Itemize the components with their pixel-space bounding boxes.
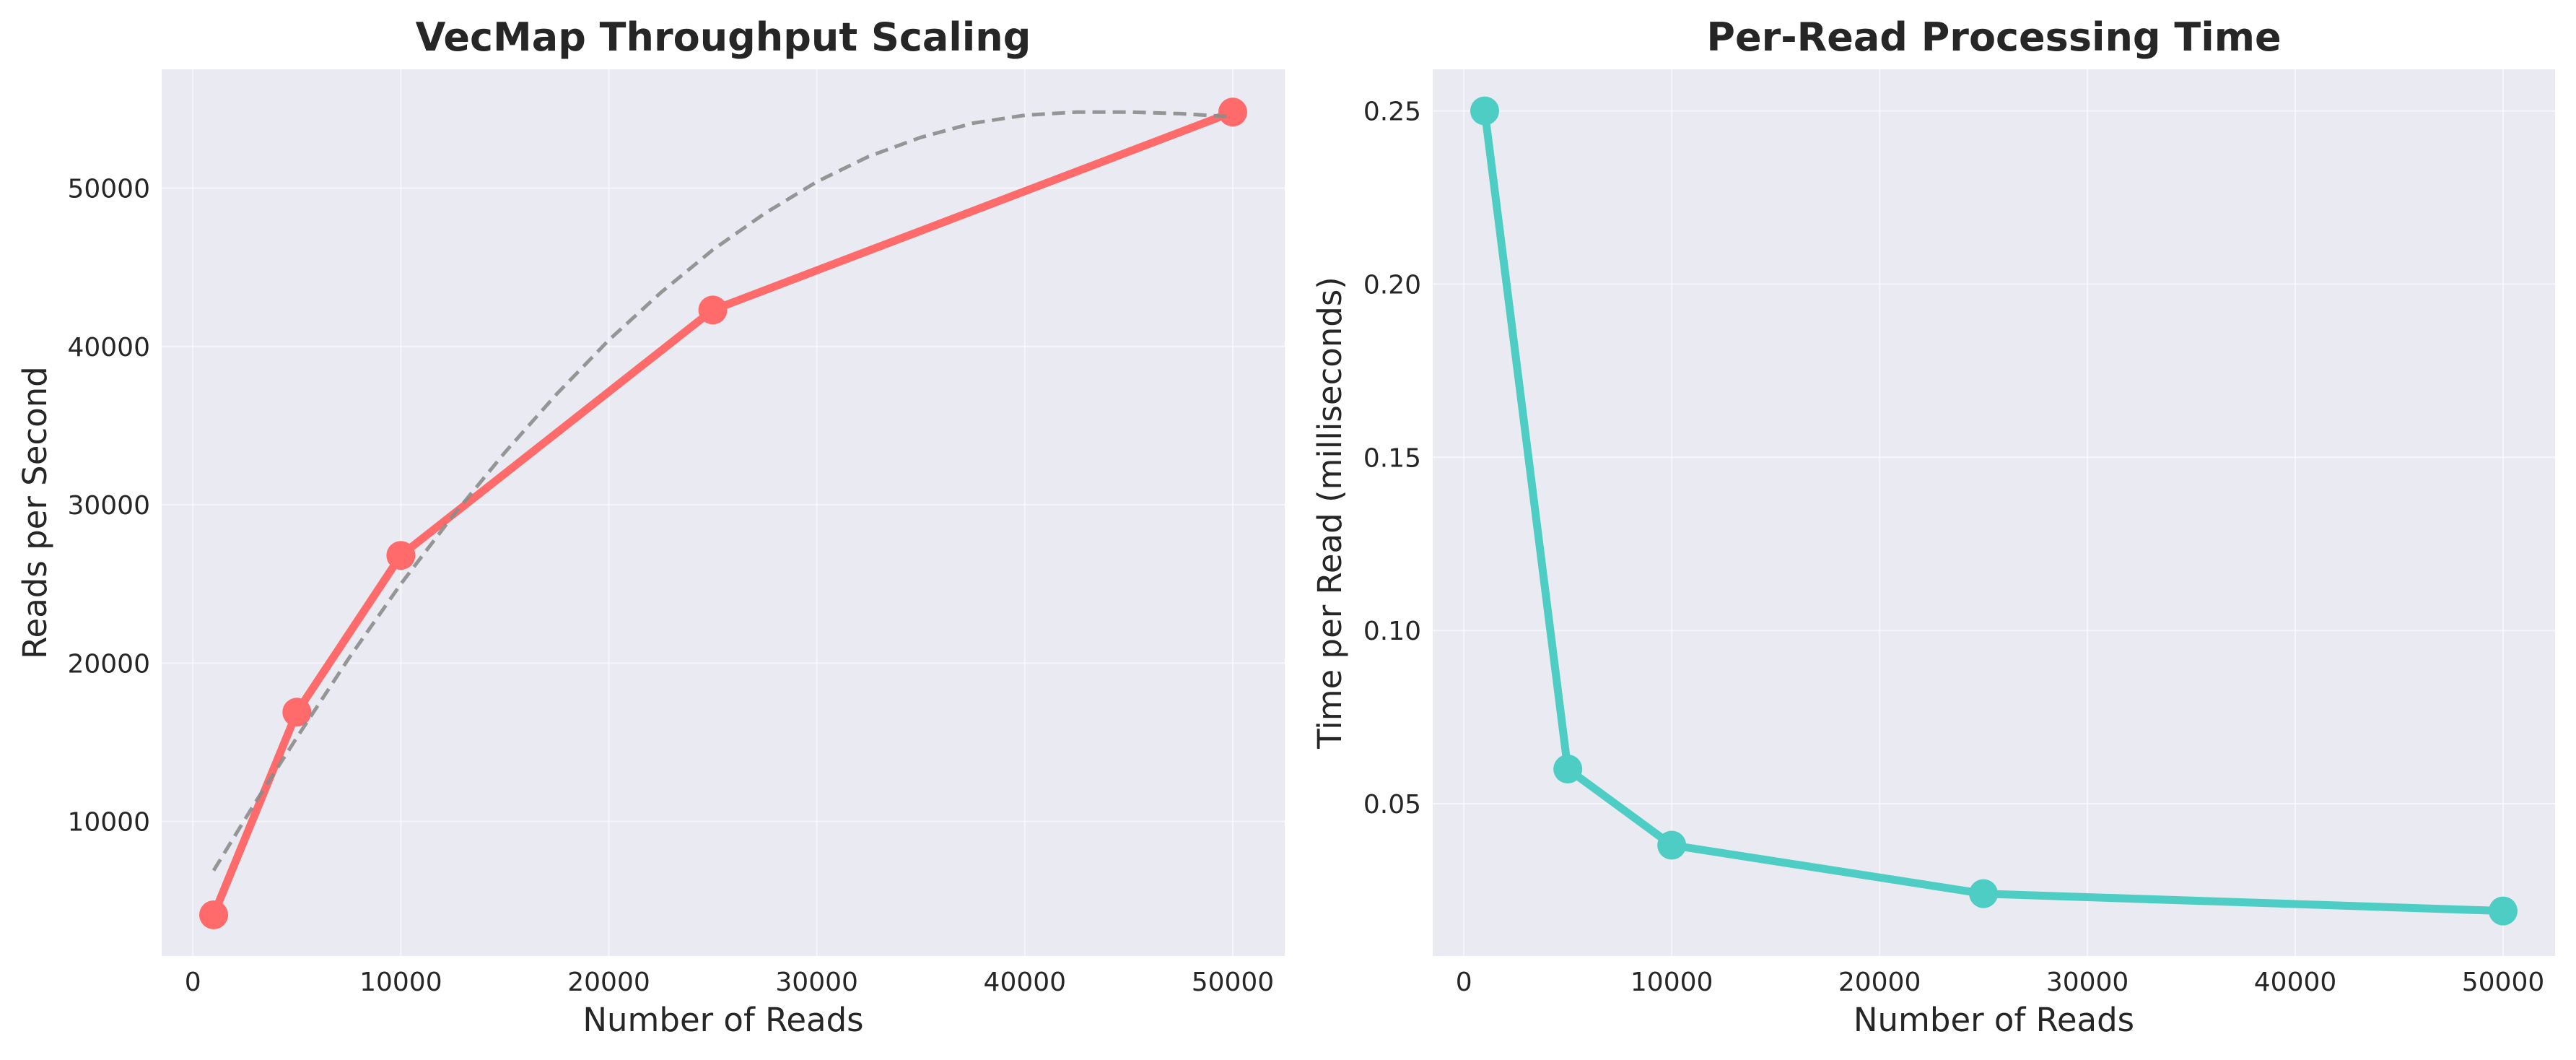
fit-line: [211, 110, 1234, 872]
x-tick-label: 40000: [2254, 968, 2337, 997]
x-tick-label: 0: [185, 968, 201, 997]
y-tick-label: 50000: [67, 174, 150, 204]
data-point: [386, 541, 416, 570]
x-axis-label: Number of Reads: [582, 1001, 863, 1039]
data-point: [282, 698, 312, 727]
x-tick-label: 50000: [1192, 968, 1275, 997]
data-point: [1553, 754, 1583, 783]
y-tick-label: 0.20: [1363, 270, 1421, 300]
plot-area: [162, 69, 1285, 956]
chart-title: VecMap Throughput Scaling: [416, 14, 1031, 60]
x-tick-label: 40000: [984, 968, 1067, 997]
data-point: [1657, 830, 1687, 860]
y-tick-label: 0.05: [1363, 790, 1421, 820]
data-point: [2489, 896, 2518, 926]
data-point: [698, 295, 728, 325]
chart-title: Per-Read Processing Time: [1706, 14, 2281, 60]
x-axis-label: Number of Reads: [1854, 1001, 2134, 1039]
x-tick-label: 50000: [2462, 968, 2545, 997]
x-tick-label: 30000: [2046, 968, 2129, 997]
x-tick-label: 10000: [359, 968, 442, 997]
data-point: [1218, 97, 1247, 127]
y-tick-label: 20000: [67, 649, 150, 679]
y-axis-label: Time per Read (milliseconds): [1311, 277, 1349, 750]
x-tick-label: 30000: [775, 968, 858, 997]
y-axis-label: Reads per Second: [16, 366, 54, 659]
x-tick-label: 10000: [1630, 968, 1713, 997]
data-point: [199, 900, 229, 929]
y-tick-label: 0.15: [1363, 443, 1421, 473]
y-tick-label: 30000: [67, 491, 150, 521]
x-tick-label: 0: [1456, 968, 1472, 997]
x-tick-label: 20000: [1838, 968, 1921, 997]
chart-2: 0 10000 20000 30000 40000 50000 0.05 0.10 0.15 0.…: [1311, 14, 2555, 1039]
y-tick-label: 10000: [67, 808, 150, 838]
chart-1: 0 10000 20000 30000 40000 50000 10000 20000 3000…: [16, 14, 1285, 1039]
y-tick-label: 40000: [67, 333, 150, 362]
data-point: [1470, 96, 1499, 126]
y-tick-label: 0.25: [1363, 97, 1421, 127]
y-tick-label: 0.10: [1363, 617, 1421, 646]
plot-area: [1433, 69, 2555, 956]
x-tick-label: 20000: [567, 968, 650, 997]
data-point: [1969, 879, 1999, 908]
